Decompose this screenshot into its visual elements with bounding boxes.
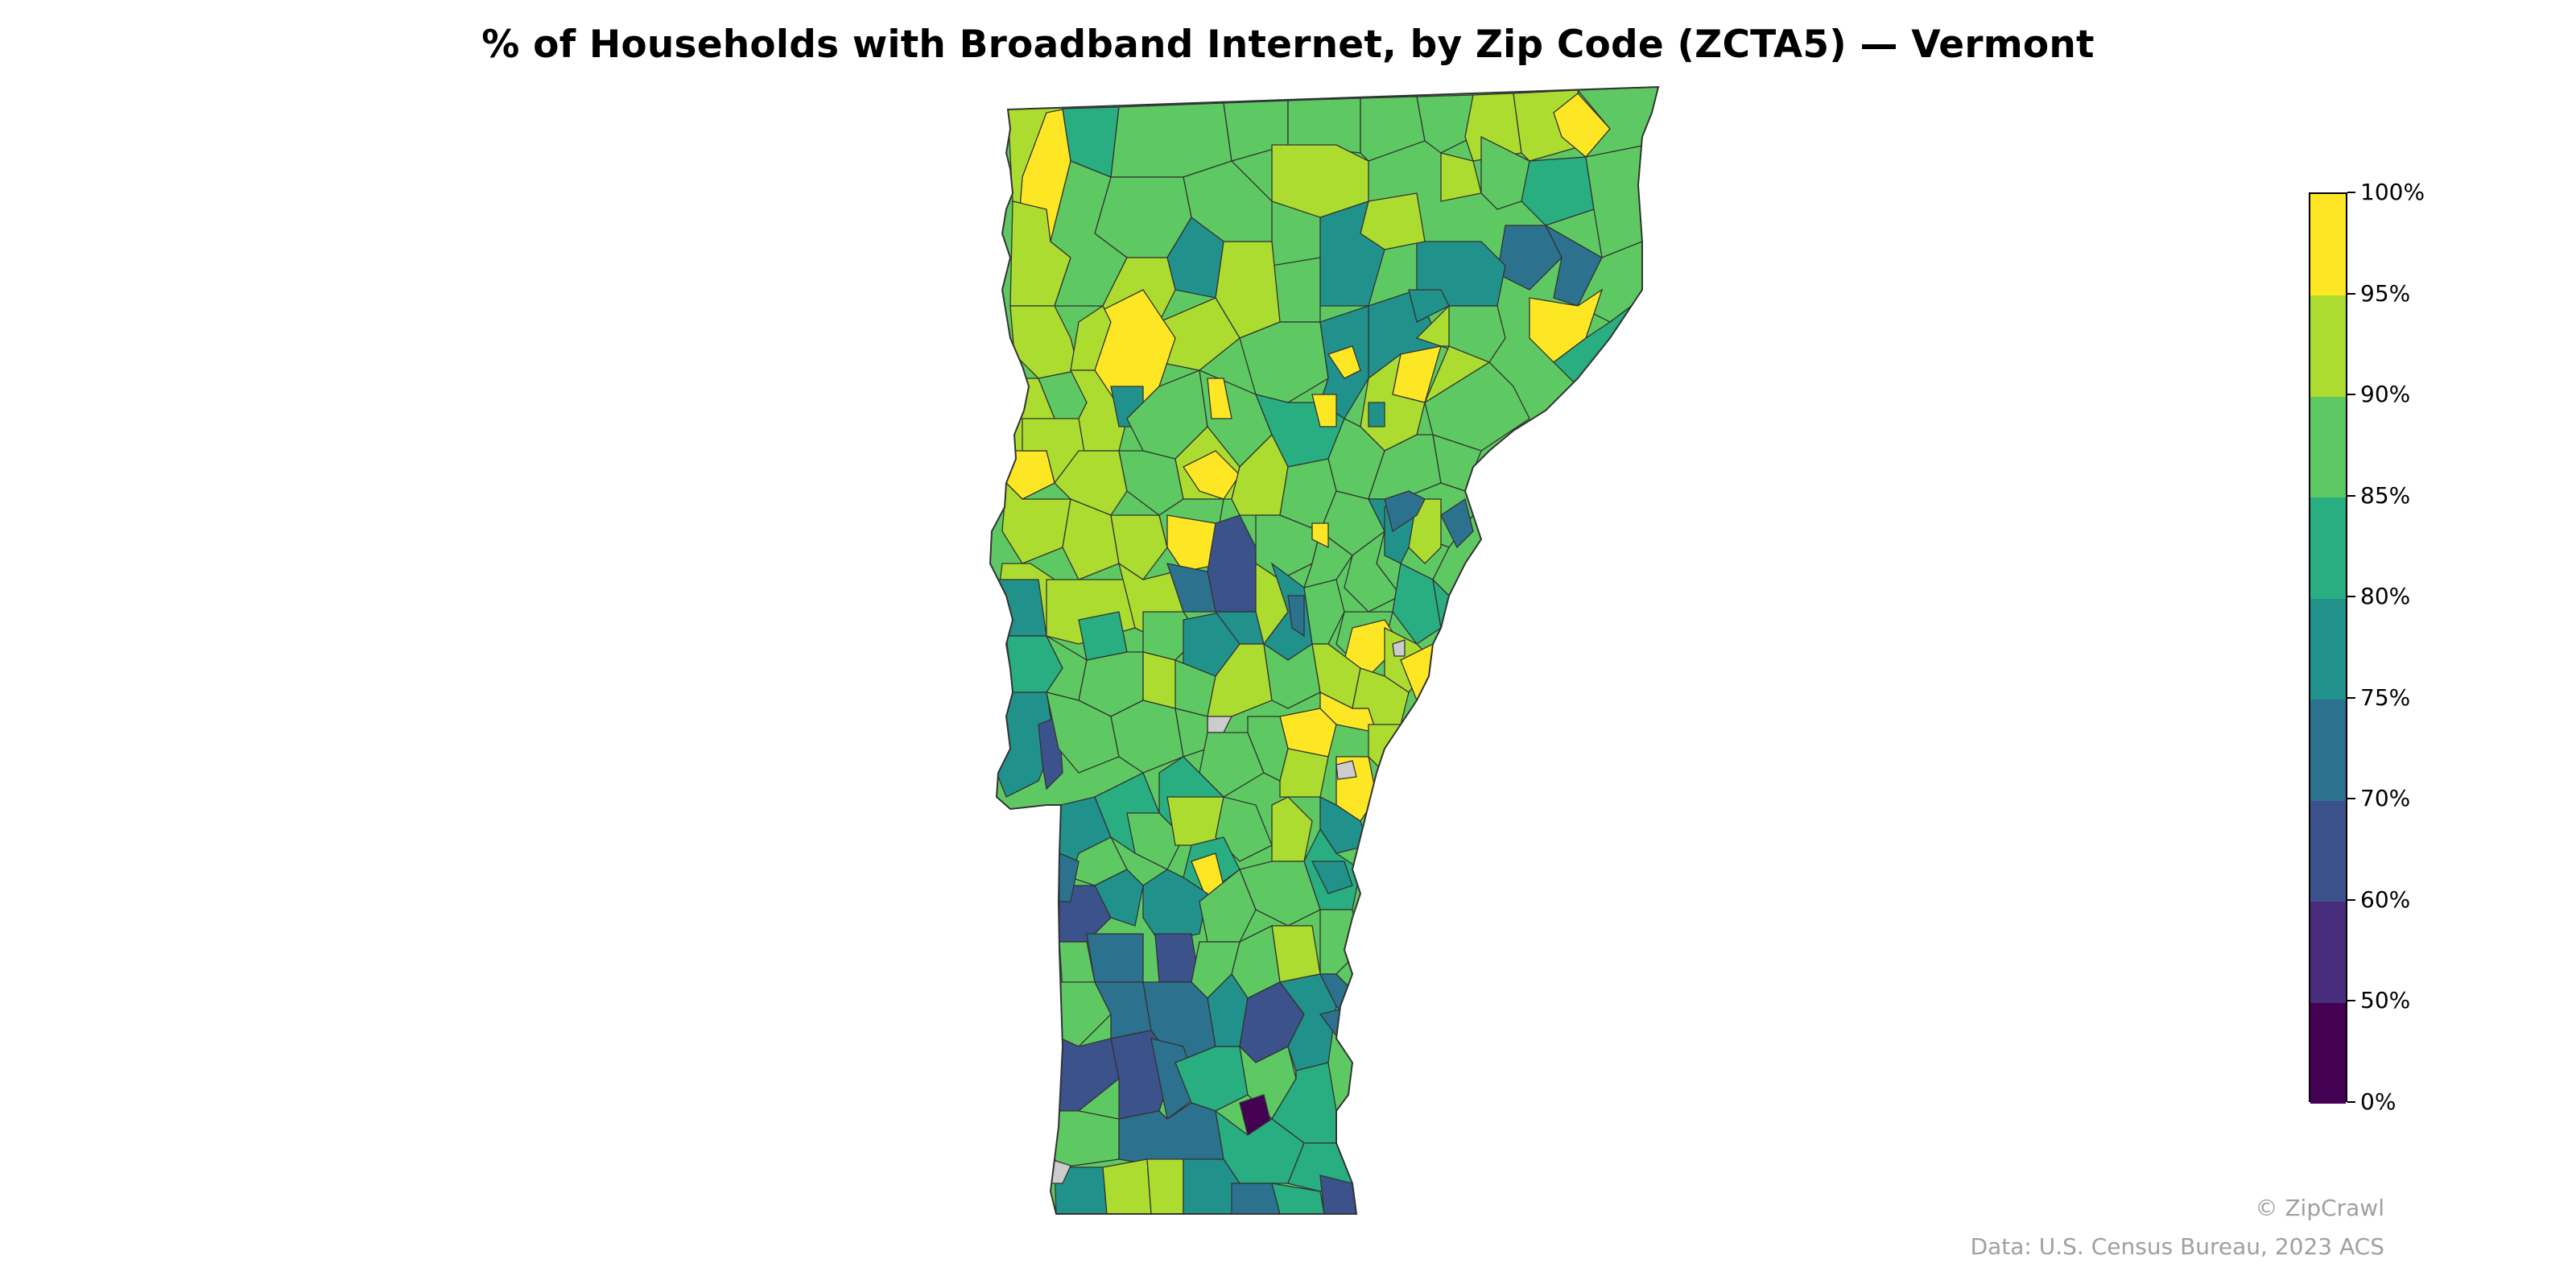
zcta-region <box>1126 812 1184 870</box>
zcta-region <box>1335 760 1357 780</box>
zcta-region <box>1271 1183 1325 1214</box>
legend-tick-label: 85% <box>2360 481 2411 509</box>
zcta-region <box>1440 497 1474 549</box>
legend-tick-label: 80% <box>2360 583 2411 610</box>
zcta-region <box>1070 305 1112 371</box>
zcta-region <box>1423 345 1491 404</box>
zcta-region <box>1521 156 1595 226</box>
zcta-region <box>1319 909 1361 975</box>
legend-tick <box>2347 898 2355 901</box>
legend-tick-label: 50% <box>2360 987 2411 1014</box>
zcta-region <box>1215 796 1273 862</box>
zcta-region <box>1271 144 1369 218</box>
zcta-region <box>1199 732 1265 798</box>
legend-swatch <box>2310 295 2346 397</box>
legend-swatch <box>2310 800 2346 902</box>
legend-tick-label: 90% <box>2360 381 2411 408</box>
legend-tick-label: 75% <box>2360 683 2411 711</box>
zcta-region <box>1110 102 1232 178</box>
legend-swatch <box>2310 699 2346 801</box>
zcta-region <box>1199 868 1257 943</box>
zcta-region <box>1311 522 1329 549</box>
zcta-region <box>1062 498 1120 580</box>
zcta-region <box>1392 639 1406 657</box>
zcta-region <box>1183 450 1241 500</box>
zcta-region <box>1086 933 1144 983</box>
zcta-region <box>1110 514 1168 580</box>
legend-colorbar <box>2309 192 2347 1104</box>
legend-tick-label: 0% <box>2360 1088 2396 1115</box>
zcta-region <box>1319 1174 1361 1214</box>
zcta-region <box>1054 1110 1120 1168</box>
brand-credit: © ZipCrawl <box>2255 1195 2384 1221</box>
zcta-region <box>1303 579 1345 645</box>
vermont-outline <box>989 85 1660 1215</box>
zcta-region <box>1102 1158 1152 1214</box>
legend-tick-label: 95% <box>2360 279 2411 307</box>
legend-swatch <box>2310 497 2346 599</box>
source-credit: Data: U.S. Census Bureau, 2023 ACS <box>1970 1233 2384 1260</box>
zcta-region <box>1392 563 1442 645</box>
legend-tick <box>2347 292 2355 295</box>
legend-tick <box>2347 494 2355 497</box>
zcta-region <box>1078 611 1128 661</box>
zcta-region <box>1094 869 1144 927</box>
zcta-region <box>1287 595 1305 638</box>
zcta-region <box>1311 394 1337 427</box>
legend-tick <box>2347 1101 2355 1103</box>
zcta-region <box>990 579 1047 637</box>
zcta-region <box>1271 796 1313 862</box>
zcta-region <box>1279 748 1329 798</box>
legend-tick <box>2347 1000 2355 1002</box>
legend-tick <box>2347 394 2355 396</box>
legend-tick-label: 100% <box>2360 179 2425 205</box>
zcta-region <box>1368 402 1385 427</box>
legend-tick <box>2347 798 2355 800</box>
zcta-region <box>1207 378 1232 419</box>
zcta-region <box>1166 796 1224 846</box>
zcta-region <box>1327 345 1361 379</box>
legend-swatch <box>2310 598 2346 700</box>
zcta-region <box>1416 94 1474 154</box>
legend-tick-label: 60% <box>2360 886 2411 913</box>
legend-tick-label: 70% <box>2360 785 2411 812</box>
map-title: % of Households with Broadband Internet,… <box>481 23 2095 67</box>
zcta-region <box>1360 96 1426 162</box>
zcta-region <box>1311 861 1353 894</box>
zcta-region <box>1408 289 1450 323</box>
legend-tick <box>2347 192 2355 193</box>
zcta-region <box>1146 1158 1184 1214</box>
zcta-region <box>1231 1183 1281 1214</box>
legend-swatch <box>2310 901 2346 1003</box>
legend-swatch <box>2310 396 2346 498</box>
legend-swatch <box>2310 194 2346 296</box>
legend-tick <box>2347 596 2355 598</box>
legend-swatch <box>2310 1002 2346 1104</box>
zcta-region <box>1166 217 1224 299</box>
legend-tick <box>2347 696 2355 699</box>
zcta-region <box>1384 490 1426 533</box>
